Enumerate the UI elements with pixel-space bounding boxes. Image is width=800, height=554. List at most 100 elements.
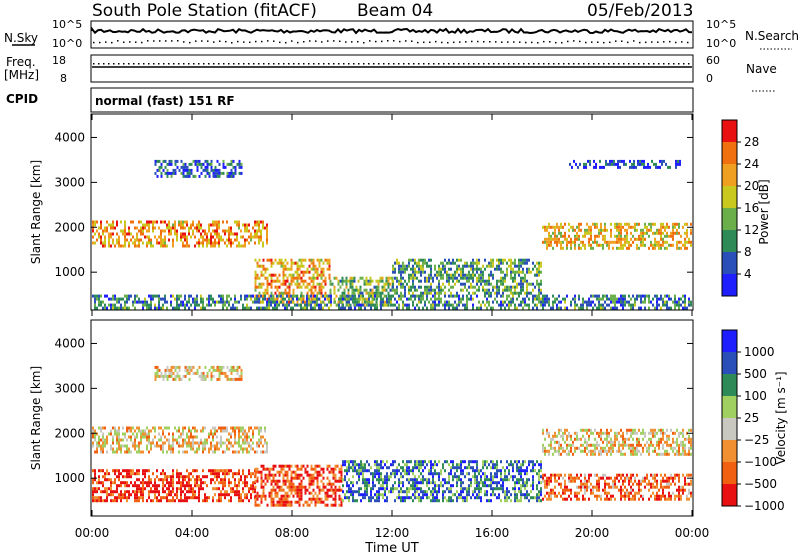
heatmap-cell — [598, 303, 600, 307]
heatmap-cell — [520, 261, 522, 265]
heatmap-cell — [659, 165, 661, 169]
heatmap-cell — [476, 279, 478, 283]
heatmap-cell — [98, 435, 100, 439]
heatmap-cell — [252, 429, 254, 433]
heatmap-cell — [256, 223, 258, 227]
heatmap-cell — [148, 450, 150, 454]
nsearch-point — [459, 41, 461, 43]
heatmap-cell — [208, 223, 210, 227]
heatmap-cell — [222, 159, 225, 163]
heatmap-cell — [664, 240, 666, 244]
heatmap-cell — [260, 238, 262, 242]
heatmap-cell — [653, 162, 655, 166]
heatmap-cell — [152, 294, 154, 298]
heatmap-cell — [346, 294, 348, 298]
heatmap-cell — [278, 503, 281, 507]
heatmap-cell — [345, 282, 348, 286]
heatmap-cell — [318, 288, 321, 292]
heatmap-cell — [272, 306, 274, 310]
heatmap-cell — [130, 238, 132, 242]
heatmap-cell — [312, 479, 315, 483]
cpid-panel — [90, 87, 694, 113]
heatmap-cell — [379, 291, 382, 295]
heatmap-cell — [136, 490, 138, 494]
heatmap-cell — [244, 493, 246, 497]
heatmap-cell — [398, 267, 400, 271]
heatmap-cell — [584, 440, 586, 444]
heatmap-cell — [620, 428, 622, 432]
heatmap-cell — [508, 300, 510, 304]
heatmap-cell — [360, 469, 362, 473]
heatmap-cell — [458, 258, 460, 262]
heatmap-cell — [578, 237, 580, 241]
heatmap-cell — [214, 447, 216, 451]
heatmap-cell — [550, 243, 552, 247]
heatmap-cell — [364, 481, 366, 485]
heatmap-cell — [164, 426, 166, 430]
heatmap-cell — [168, 159, 171, 163]
heatmap-cell — [302, 306, 304, 310]
heatmap-cell — [324, 297, 326, 301]
heatmap-cell — [380, 463, 382, 467]
heatmap-cell — [484, 291, 486, 295]
heatmap-cell — [222, 493, 224, 497]
heatmap-cell — [230, 481, 232, 485]
heatmap-cell — [188, 475, 190, 479]
heatmap-cell — [202, 481, 204, 485]
heatmap-cell — [436, 276, 438, 280]
heatmap-cell — [514, 285, 516, 289]
heatmap-cell — [664, 452, 666, 456]
heatmap-cell — [192, 297, 194, 301]
heatmap-cell — [638, 449, 640, 453]
heatmap-cell — [298, 297, 300, 301]
heatmap-cell — [322, 273, 325, 277]
heatmap-cell — [602, 246, 604, 250]
heatmap-cell — [130, 294, 132, 298]
heatmap-cell — [358, 475, 360, 479]
heatmap-cell — [394, 481, 396, 485]
heatmap-cell — [376, 472, 378, 476]
heatmap-cell — [282, 482, 285, 486]
heatmap-cell — [378, 487, 380, 491]
heatmap-cell — [586, 431, 588, 435]
nsearch-point — [327, 40, 329, 42]
heatmap-cell — [308, 288, 311, 292]
heatmap-cell — [353, 279, 356, 283]
heatmap-cell — [570, 246, 572, 250]
heatmap-cell — [96, 447, 98, 451]
heatmap-cell — [272, 279, 275, 283]
heatmap-cell — [102, 300, 104, 304]
heatmap-cell — [510, 264, 512, 268]
heatmap-cell — [684, 231, 686, 235]
heatmap-cell — [182, 220, 184, 224]
heatmap-cell — [96, 496, 98, 500]
heatmap-cell — [616, 225, 618, 229]
heatmap-cell — [148, 303, 150, 307]
heatmap-cell — [394, 475, 396, 479]
heatmap-cell — [126, 475, 128, 479]
heatmap-cell — [643, 165, 645, 169]
heatmap-cell — [486, 306, 488, 310]
heatmap-cell — [376, 303, 378, 307]
heatmap-cell — [98, 475, 100, 479]
heatmap-cell — [142, 435, 144, 439]
heatmap-cell — [196, 447, 198, 451]
heatmap-cell — [180, 435, 182, 439]
heatmap-cell — [160, 447, 162, 451]
heatmap-cell — [512, 294, 514, 298]
heatmap-cell — [132, 235, 134, 239]
heatmap-cell — [357, 297, 360, 301]
nave-point — [643, 63, 645, 65]
heatmap-cell — [668, 225, 670, 229]
heatmap-cell — [136, 232, 138, 236]
heatmap-cell — [350, 460, 352, 464]
heatmap-cell — [486, 291, 488, 295]
heatmap-cell — [394, 270, 396, 274]
heatmap-cell — [414, 258, 416, 262]
heatmap-cell — [631, 162, 633, 166]
heatmap-cell — [254, 273, 257, 277]
heatmap-cell — [212, 496, 214, 500]
heatmap-cell — [690, 243, 692, 247]
heatmap-cell — [196, 297, 198, 301]
